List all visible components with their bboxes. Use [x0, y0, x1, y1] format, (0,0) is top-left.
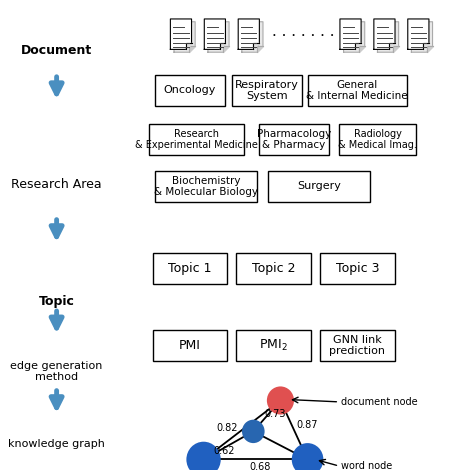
Text: 0.82: 0.82: [217, 423, 238, 433]
Text: document node: document node: [341, 397, 418, 407]
FancyBboxPatch shape: [339, 124, 416, 155]
FancyBboxPatch shape: [259, 124, 329, 155]
Text: 0.73: 0.73: [264, 409, 286, 419]
Polygon shape: [344, 22, 365, 52]
Polygon shape: [186, 43, 191, 49]
Circle shape: [267, 386, 294, 415]
Polygon shape: [427, 46, 433, 52]
Text: PMI: PMI: [179, 339, 201, 352]
Text: 0.62: 0.62: [213, 446, 235, 456]
Text: Respiratory
System: Respiratory System: [235, 80, 299, 101]
Polygon shape: [223, 46, 229, 52]
FancyBboxPatch shape: [153, 253, 228, 283]
Polygon shape: [408, 19, 429, 49]
FancyBboxPatch shape: [237, 330, 311, 361]
Polygon shape: [254, 43, 259, 49]
Polygon shape: [393, 46, 399, 52]
Text: 0.68: 0.68: [249, 462, 271, 472]
Polygon shape: [377, 22, 399, 52]
Polygon shape: [238, 19, 259, 49]
FancyBboxPatch shape: [320, 253, 395, 283]
Text: Topic 2: Topic 2: [252, 262, 295, 275]
FancyBboxPatch shape: [155, 75, 225, 106]
Polygon shape: [389, 43, 395, 49]
Polygon shape: [423, 43, 429, 49]
Text: 0.87: 0.87: [296, 420, 318, 430]
Circle shape: [186, 442, 221, 474]
Text: Radiology
& Medical Imag.: Radiology & Medical Imag.: [338, 129, 417, 150]
Text: edge generation
method: edge generation method: [10, 361, 103, 382]
Polygon shape: [340, 19, 361, 49]
Text: knowledge graph: knowledge graph: [8, 439, 105, 449]
Polygon shape: [208, 22, 229, 52]
Text: Research
& Experimental Medicine: Research & Experimental Medicine: [136, 129, 258, 150]
Text: Research Area: Research Area: [11, 178, 102, 191]
FancyBboxPatch shape: [155, 171, 257, 201]
Polygon shape: [189, 46, 195, 52]
Text: GNN link
prediction: GNN link prediction: [329, 335, 385, 356]
Polygon shape: [411, 22, 433, 52]
Polygon shape: [242, 22, 263, 52]
Text: Surgery: Surgery: [297, 182, 341, 191]
Circle shape: [242, 419, 264, 443]
Polygon shape: [174, 22, 195, 52]
Text: Document: Document: [21, 44, 92, 57]
Polygon shape: [170, 19, 191, 49]
Polygon shape: [359, 46, 365, 52]
Text: General
& Internal Medicine: General & Internal Medicine: [307, 80, 408, 101]
Text: Pharmacology
& Pharmacy: Pharmacology & Pharmacy: [257, 129, 331, 150]
Polygon shape: [355, 43, 361, 49]
FancyBboxPatch shape: [232, 75, 302, 106]
FancyBboxPatch shape: [153, 330, 228, 361]
Text: Topic 1: Topic 1: [168, 262, 212, 275]
FancyBboxPatch shape: [149, 124, 244, 155]
Text: Topic 3: Topic 3: [336, 262, 379, 275]
FancyBboxPatch shape: [320, 330, 395, 361]
Text: Oncology: Oncology: [164, 85, 216, 95]
FancyBboxPatch shape: [268, 171, 370, 201]
Text: word node: word node: [341, 461, 393, 471]
Polygon shape: [257, 46, 263, 52]
Polygon shape: [219, 43, 226, 49]
Polygon shape: [374, 19, 395, 49]
Text: Topic: Topic: [39, 295, 74, 308]
Text: Biochemistry
& Molecular Biology: Biochemistry & Molecular Biology: [154, 175, 258, 197]
Circle shape: [292, 443, 323, 474]
Polygon shape: [204, 19, 226, 49]
FancyBboxPatch shape: [308, 75, 407, 106]
FancyBboxPatch shape: [237, 253, 311, 283]
Text: . . . . . . .: . . . . . . .: [272, 25, 334, 39]
Text: PMI$_2$: PMI$_2$: [259, 338, 288, 353]
